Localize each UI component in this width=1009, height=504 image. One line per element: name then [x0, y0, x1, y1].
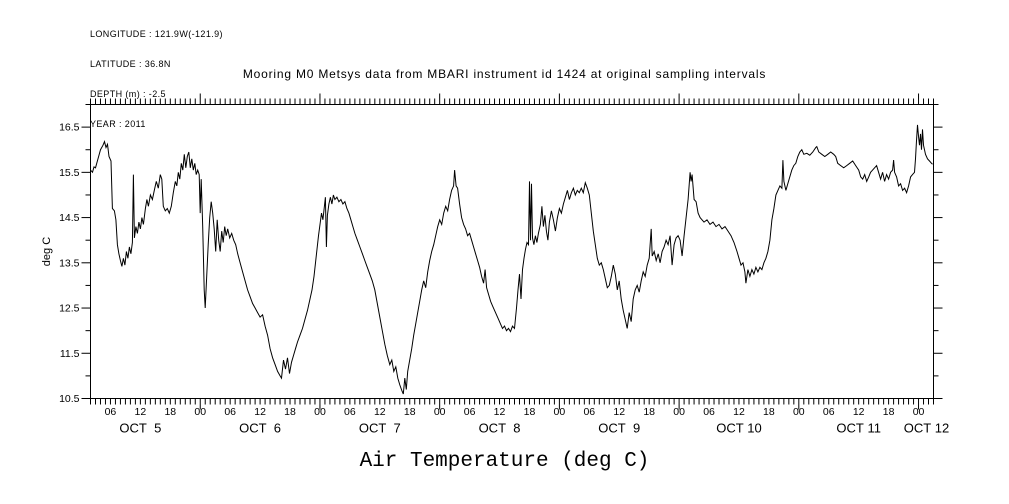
hour-label: 18 — [763, 406, 775, 418]
y-tick-label: 10.5 — [59, 393, 80, 405]
hour-label: 06 — [703, 406, 715, 418]
longitude-line: LONGITUDE : 121.9W(-121.9) — [90, 29, 223, 39]
y-tick-label: 13.5 — [59, 257, 80, 269]
hour-label: 18 — [643, 406, 655, 418]
date-label: OCT 10 — [716, 421, 762, 436]
hour-label: 18 — [883, 406, 895, 418]
hour-label: 12 — [733, 406, 745, 418]
hour-label: 00 — [554, 406, 566, 418]
x-axis-title: Air Temperature (deg C) — [359, 450, 650, 473]
axis-labels: 16.5 15.5 14.5 13.5 12.5 11.5 10.5 06 12 18 00 06 12… — [41, 122, 949, 436]
depth-line: DEPTH (m) : -2.5 — [90, 89, 166, 99]
plot-frame — [90, 104, 934, 399]
plot-title: Mooring M0 Metsys data from MBARI instru… — [242, 67, 767, 81]
hour-label: 06 — [344, 406, 356, 418]
hour-label: 00 — [314, 406, 326, 418]
hour-label: 12 — [135, 406, 147, 418]
y-tick-label: 14.5 — [59, 212, 80, 224]
date-label: OCT 6 — [239, 421, 281, 436]
y-tick-label: 15.5 — [59, 167, 80, 179]
hour-label: 12 — [853, 406, 865, 418]
hour-label: 12 — [613, 406, 625, 418]
hour-label: 12 — [254, 406, 266, 418]
hour-label: 00 — [434, 406, 446, 418]
hour-label: 12 — [494, 406, 506, 418]
y-tick-label: 11.5 — [60, 348, 80, 360]
hour-label: 00 — [913, 406, 925, 418]
axis-ticks — [81, 93, 943, 410]
hour-label: 18 — [404, 406, 416, 418]
date-label: OCT 5 — [119, 421, 161, 436]
date-label: OCT 11 — [836, 421, 881, 436]
hour-label: 06 — [224, 406, 236, 418]
date-label: OCT 12 — [904, 421, 950, 436]
hour-label: 06 — [823, 406, 835, 418]
date-label: OCT 8 — [479, 421, 521, 436]
hour-label: 18 — [284, 406, 296, 418]
hour-label: 06 — [464, 406, 476, 418]
year-line: YEAR : 2011 — [90, 119, 146, 129]
hour-label: 18 — [524, 406, 536, 418]
latitude-line: LATITUDE : 36.8N — [90, 59, 171, 69]
y-axis-title: deg C — [41, 237, 53, 266]
date-label: OCT 7 — [359, 421, 401, 436]
hour-label: 00 — [793, 406, 805, 418]
metadata-header: LONGITUDE : 121.9W(-121.9) LATITUDE : 36… — [90, 9, 223, 149]
y-tick-label: 12.5 — [59, 303, 80, 315]
y-tick-label: 16.5 — [59, 122, 80, 134]
hour-label: 06 — [583, 406, 595, 418]
hour-label: 00 — [673, 406, 685, 418]
series-air-temperature — [90, 124, 933, 395]
hour-label: 12 — [374, 406, 386, 418]
hour-label: 00 — [194, 406, 206, 418]
hour-label: 18 — [164, 406, 176, 418]
hour-label: 06 — [105, 406, 117, 418]
date-label: OCT 9 — [598, 421, 640, 436]
